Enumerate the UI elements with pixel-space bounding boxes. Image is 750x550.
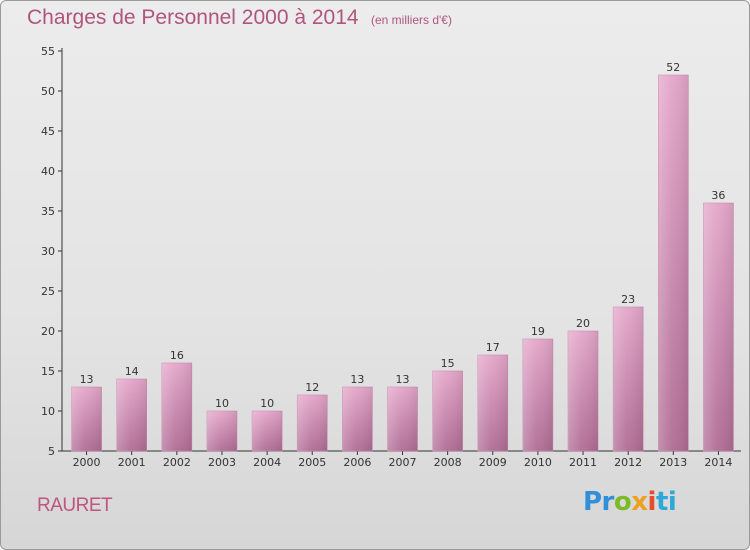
- bar-shine: [432, 371, 463, 451]
- data-label-2010: 19: [531, 325, 545, 338]
- y-tick-label: 55: [41, 45, 55, 58]
- bar-shine: [342, 387, 373, 451]
- x-tick-label: 2013: [659, 456, 687, 469]
- x-tick-label: 2011: [569, 456, 597, 469]
- chart-subtitle: (en milliers d'€): [371, 13, 452, 27]
- x-tick-label: 2010: [524, 456, 552, 469]
- x-tick-label: 2009: [479, 456, 507, 469]
- y-tick-label: 10: [41, 405, 55, 418]
- data-labels: 13 14 16 10 10 12 13 13 15 17 19 20 23 52 36: [80, 61, 726, 410]
- bar-shine: [161, 363, 192, 451]
- x-tick-label: 2006: [343, 456, 371, 469]
- data-label-2009: 17: [486, 341, 500, 354]
- bar-shine: [477, 355, 508, 451]
- data-label-2014: 36: [711, 189, 725, 202]
- y-tick-label: 45: [41, 125, 55, 138]
- bar-shine: [703, 203, 734, 451]
- x-tick-label: 2007: [389, 456, 417, 469]
- data-label-2007: 13: [396, 373, 410, 386]
- y-tick-label: 50: [41, 85, 55, 98]
- commune-name: RAURET: [37, 495, 113, 516]
- y-axis: 5 10 15 20 25 30 35 40 45 50 55: [41, 45, 63, 458]
- data-label-2013: 52: [666, 61, 680, 74]
- bar-shine: [297, 395, 328, 451]
- bar-shine: [613, 307, 644, 451]
- y-tick-label: 15: [41, 365, 55, 378]
- data-label-2002: 16: [170, 349, 184, 362]
- data-label-2004: 10: [260, 397, 274, 410]
- data-label-2011: 20: [576, 317, 590, 330]
- data-label-2005: 12: [305, 381, 319, 394]
- x-tick-label: 2012: [614, 456, 642, 469]
- x-tick-label: 2014: [704, 456, 732, 469]
- x-tick-label: 2003: [208, 456, 236, 469]
- y-tick-label: 25: [41, 285, 55, 298]
- y-tick-label: 40: [41, 165, 55, 178]
- bar-shine: [522, 339, 553, 451]
- data-label-2000: 13: [80, 373, 94, 386]
- data-label-2001: 14: [125, 365, 139, 378]
- chart-title: Charges de Personnel 2000 à 2014: [27, 6, 359, 29]
- y-tick-label: 35: [41, 205, 55, 218]
- y-tick-label: 20: [41, 325, 55, 338]
- bar-shine: [387, 387, 418, 451]
- x-axis: 2000 2001 2002 2003 2004 2005 2006 2007 2008 2009…: [62, 450, 741, 469]
- x-tick-label: 2002: [163, 456, 191, 469]
- proxiti-logo: Proxiti: [583, 487, 677, 517]
- bar-shine: [116, 379, 147, 451]
- data-label-2003: 10: [215, 397, 229, 410]
- x-tick-label: 2001: [118, 456, 146, 469]
- bar-shine: [71, 387, 102, 451]
- x-tick-label: 2008: [434, 456, 462, 469]
- data-label-2008: 15: [441, 357, 455, 370]
- x-tick-label: 2004: [253, 456, 281, 469]
- bar-shine: [658, 75, 689, 451]
- bar-shine: [568, 331, 599, 451]
- y-tick-label: 30: [41, 245, 55, 258]
- y-tick-label: 5: [48, 445, 55, 458]
- data-label-2006: 13: [350, 373, 364, 386]
- data-label-2012: 23: [621, 293, 635, 306]
- bar-shine: [206, 411, 237, 451]
- x-tick-label: 2000: [73, 456, 101, 469]
- bars: [71, 74, 734, 452]
- x-tick-label: 2005: [298, 456, 326, 469]
- bar-shine: [252, 411, 283, 451]
